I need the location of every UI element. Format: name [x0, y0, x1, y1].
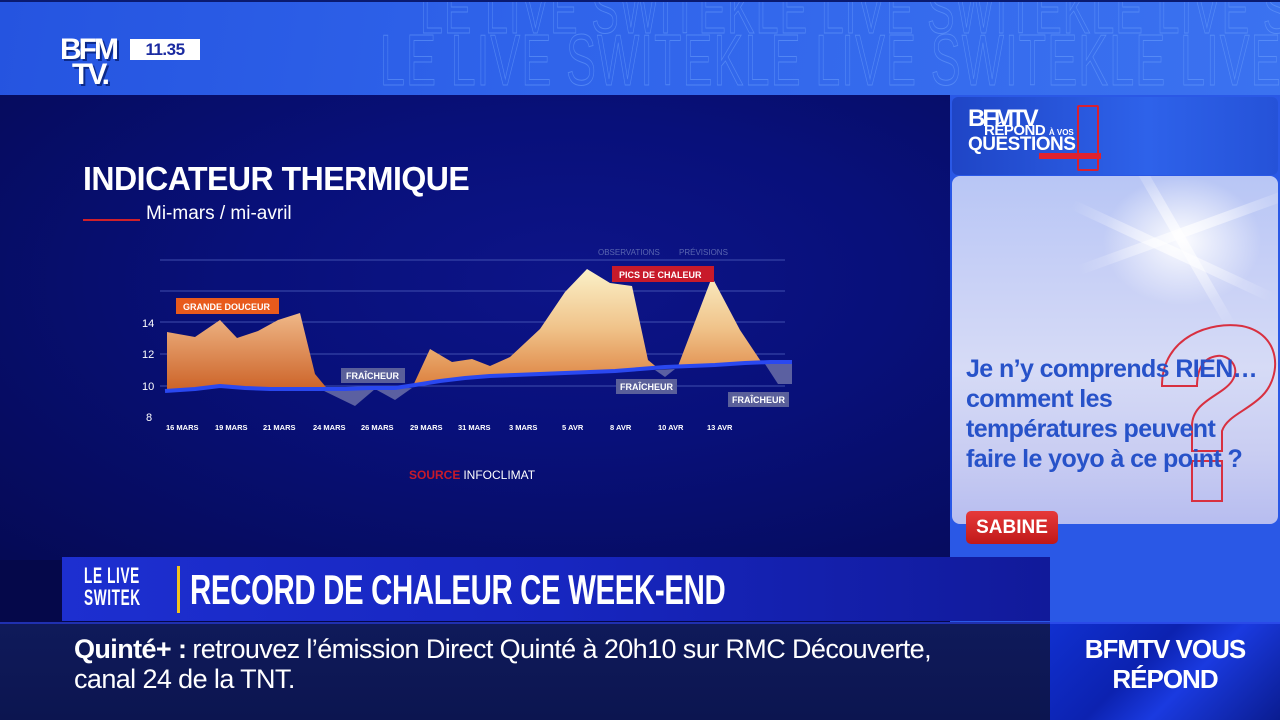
chart-title: INDICATEUR THERMIQUE — [83, 160, 470, 197]
ticker-cta: BFMTV VOUS RÉPOND — [1050, 622, 1280, 720]
svg-text:8 AVR: 8 AVR — [610, 423, 632, 432]
y-axis: 14 12 10 8 — [142, 318, 154, 424]
svg-text:13 AVR: 13 AVR — [707, 423, 733, 432]
top-banner: LE LIVE SWITEKLE LIVE SWITEKLE LIVE SWIT… — [0, 0, 1280, 95]
logo-line-1: BFM — [60, 33, 119, 66]
cool-areas — [320, 362, 792, 406]
news-ticker: Quinté+ : retrouvez l’émission Direct Qui… — [0, 622, 1050, 720]
chart-subtitle: Mi-mars / mi-avril — [146, 203, 292, 224]
svg-text:24 MARS: 24 MARS — [313, 423, 346, 432]
svg-text:16 MARS: 16 MARS — [166, 423, 199, 432]
headline-text: RECORD DE CHALEUR CE WEEK-END — [190, 566, 726, 613]
question-mark-outline-icon — [1160, 324, 1276, 502]
chart-source: SOURCE INFOCLIMAT — [409, 468, 535, 482]
svg-text:FRAÎCHEUR: FRAÎCHEUR — [620, 381, 673, 392]
background-marquee: LE LIVE SWITEKLE LIVE SWITEKLE LIVE SWIT… — [380, 21, 1280, 96]
svg-text:10: 10 — [142, 381, 154, 393]
svg-text:12: 12 — [142, 349, 154, 361]
repond-logo-questions: QUESTIONS — [968, 133, 1076, 155]
svg-text:3 MARS: 3 MARS — [509, 423, 537, 432]
logo-line-2: TV. — [72, 58, 110, 92]
headline-separator — [177, 566, 180, 613]
gridlines — [160, 259, 785, 387]
fraicheur-badge-1 — [341, 368, 405, 383]
bfmtv-repond-header: BFMTV RÉPOND À VOS QUESTIONS — [952, 97, 1278, 175]
background-marquee-top: LE LIVE SWITEKLE LIVE SWITEKLE LIVE SWIT… — [420, 0, 1280, 48]
red-underline — [1039, 153, 1101, 159]
previsions-label: PRÉVISIONS — [679, 248, 728, 257]
viewer-question-card: Je n’y comprends RIEN… comment les tempé… — [952, 176, 1278, 524]
subtitle-row: Mi-mars / mi-avril — [83, 203, 292, 225]
fraicheur-badge-3 — [728, 392, 789, 407]
chart-plot: 14 12 10 8 16 MARS 19 MARS 21 MARS 24 MA… — [142, 248, 792, 432]
exclamation-outline-icon — [1077, 105, 1099, 171]
svg-text:31 MARS: 31 MARS — [458, 423, 491, 432]
svg-text:PICS DE CHALEUR: PICS DE CHALEUR — [619, 270, 702, 280]
channel-logo: BFM TV. — [60, 33, 124, 92]
svg-text:26 MARS: 26 MARS — [361, 423, 394, 432]
observations-label: OBSERVATIONS — [598, 248, 660, 257]
legend-line-icon — [83, 219, 140, 221]
source-value: INFOCLIMAT — [463, 468, 536, 482]
normal-line — [164, 360, 792, 393]
svg-text:8: 8 — [146, 412, 152, 424]
repond-logo: BFMTV RÉPOND À VOS QUESTIONS — [968, 105, 1076, 155]
svg-text:GRANDE DOUCEUR: GRANDE DOUCEUR — [183, 302, 271, 312]
pics-chaleur-badge — [612, 266, 714, 282]
ticker-message: Quinté+ : retrouvez l’émission Direct Qui… — [74, 634, 934, 694]
svg-text:FRAÎCHEUR: FRAÎCHEUR — [732, 394, 785, 405]
show-name: LE LIVE SWITEK — [84, 563, 141, 610]
repond-logo-bfmtv: BFMTV — [968, 105, 1039, 132]
svg-text:21 MARS: 21 MARS — [263, 423, 296, 432]
svg-text:14: 14 — [142, 318, 154, 330]
ticker-cta-text: BFMTV VOUS RÉPOND — [1084, 634, 1246, 694]
grande-douceur-badge — [176, 298, 279, 314]
svg-text:29 MARS: 29 MARS — [410, 423, 443, 432]
clock: 11.35 — [130, 39, 200, 60]
viewer-question: Je n’y comprends RIEN… comment les tempé… — [966, 355, 1258, 473]
svg-text:10 AVR: 10 AVR — [658, 423, 684, 432]
chart-panel: INDICATEUR THERMIQUE Mi-mars / mi-avril — [0, 95, 950, 560]
svg-text:19 MARS: 19 MARS — [215, 423, 248, 432]
svg-text:FRAÎCHEUR: FRAÎCHEUR — [346, 370, 399, 381]
fraicheur-badge-2 — [616, 379, 677, 394]
headline-bar: LE LIVE SWITEK RECORD DE CHALEUR CE WEEK… — [62, 557, 1050, 621]
ticker-text: retrouvez l’émission Direct Quinté à 20h… — [74, 634, 932, 694]
repond-logo-repond: RÉPOND À VOS — [984, 121, 1074, 139]
source-label: SOURCE — [409, 468, 461, 482]
ticker-label: Quinté+ : — [74, 634, 187, 664]
question-author-badge: SABINE — [966, 511, 1058, 544]
right-panel: BFMTV RÉPOND À VOS QUESTIONS Je n’y comp… — [950, 95, 1280, 625]
x-axis: 16 MARS 19 MARS 21 MARS 24 MARS 26 MARS … — [166, 423, 733, 432]
svg-text:5 AVR: 5 AVR — [562, 423, 584, 432]
warm-area — [167, 269, 790, 391]
